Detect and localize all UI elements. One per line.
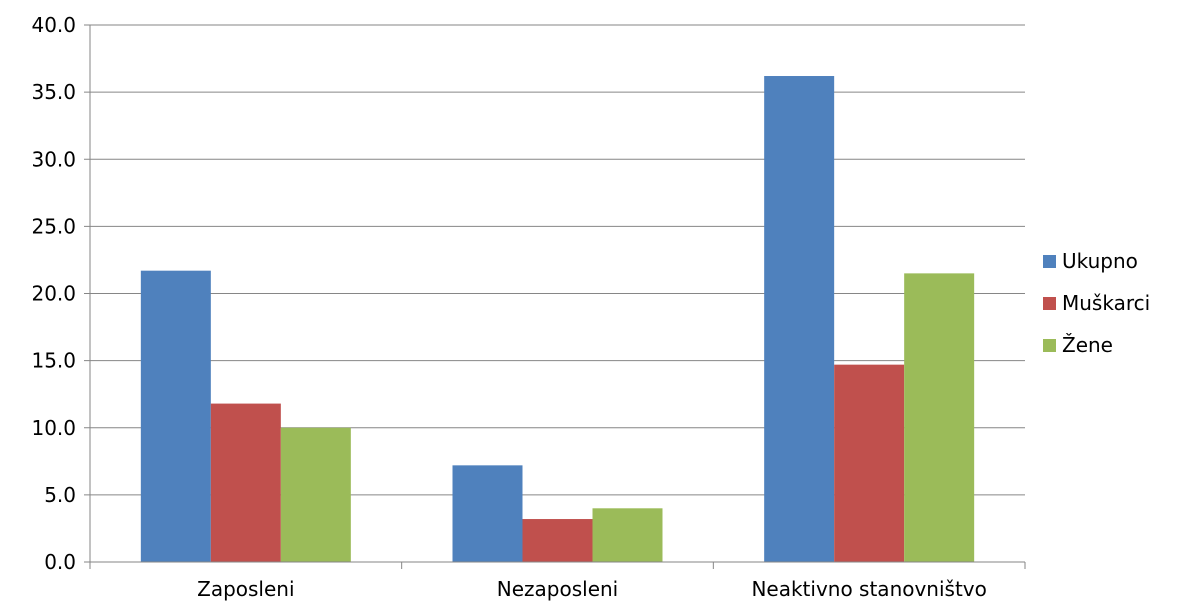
legend-item: Žene [1043,333,1150,357]
bar-žene-1 [592,508,663,562]
y-tick-label: 5.0 [44,483,76,507]
bar-ukupno-0 [140,270,211,562]
category-label: Neaktivno stanovništvo [751,577,986,601]
bars [140,76,975,562]
y-tick-label: 40.0 [31,13,76,37]
legend-item: Muškarci [1043,291,1151,315]
y-tick-label: 10.0 [31,416,76,440]
bar-žene-2 [904,273,975,562]
y-tick-label: 20.0 [31,282,76,306]
y-tick-label: 35.0 [31,80,76,104]
legend: Ukupno Muškarci Žene [1043,249,1151,376]
legend-swatch [1043,254,1056,268]
bar-muškarci-1 [522,519,593,562]
legend-swatch [1043,296,1056,310]
bar-muškarci-0 [210,403,281,562]
legend-label: Ukupno [1062,249,1138,273]
bar-ukupno-1 [452,465,523,562]
x-axis [89,561,1026,569]
y-tick-label: 0.0 [44,550,76,574]
y-tick-label: 30.0 [31,147,76,171]
bar-muškarci-2 [834,364,905,562]
legend-item: Ukupno [1043,249,1150,273]
y-tick-label: 25.0 [31,214,76,238]
bar-žene-0 [280,427,351,562]
category-label: Zaposleni [197,577,294,601]
y-axis-ticks: 0.0 5.0 10.0 15.0 20.0 25.0 30.0 35.0 40.0 [31,13,91,574]
bar-ukupno-2 [764,76,835,562]
legend-label: Žene [1062,333,1113,357]
category-label: Nezaposleni [497,577,618,601]
y-tick-label: 15.0 [31,349,76,373]
legend-label: Muškarci [1062,291,1151,315]
legend-swatch [1043,338,1056,352]
category-labels: Zaposleni Nezaposleni Neaktivno stanovništ… [197,577,987,601]
